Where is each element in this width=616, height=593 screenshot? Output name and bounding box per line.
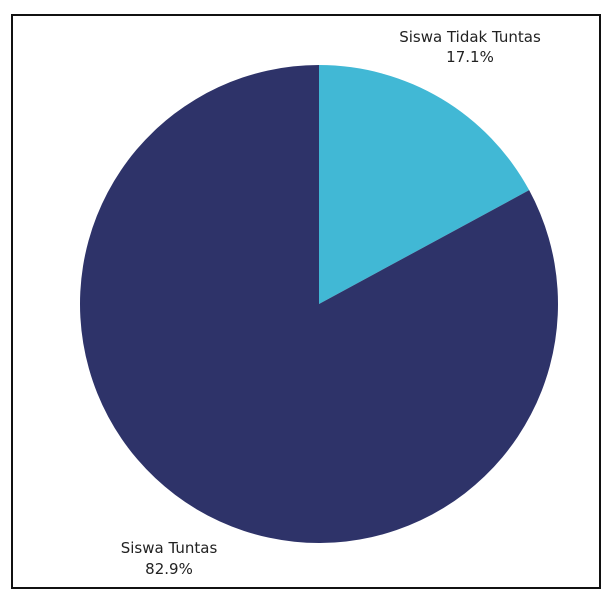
pie-slice-siswa-tuntas	[79, 65, 558, 543]
pie-slices	[79, 65, 558, 543]
pie-slice-siswa-tidak-tuntas	[319, 65, 530, 304]
slice-label-siswa-tuntas: Siswa Tuntas	[121, 539, 218, 557]
slice-label-siswa-tidak-tuntas: Siswa Tidak Tuntas	[399, 28, 541, 46]
slice-labels: Siswa Tidak Tuntas 17.1% Siswa Tuntas 82…	[121, 28, 541, 578]
slice-value-siswa-tidak-tuntas: 17.1%	[446, 48, 494, 66]
slice-value-siswa-tuntas: 82.9%	[145, 560, 193, 578]
